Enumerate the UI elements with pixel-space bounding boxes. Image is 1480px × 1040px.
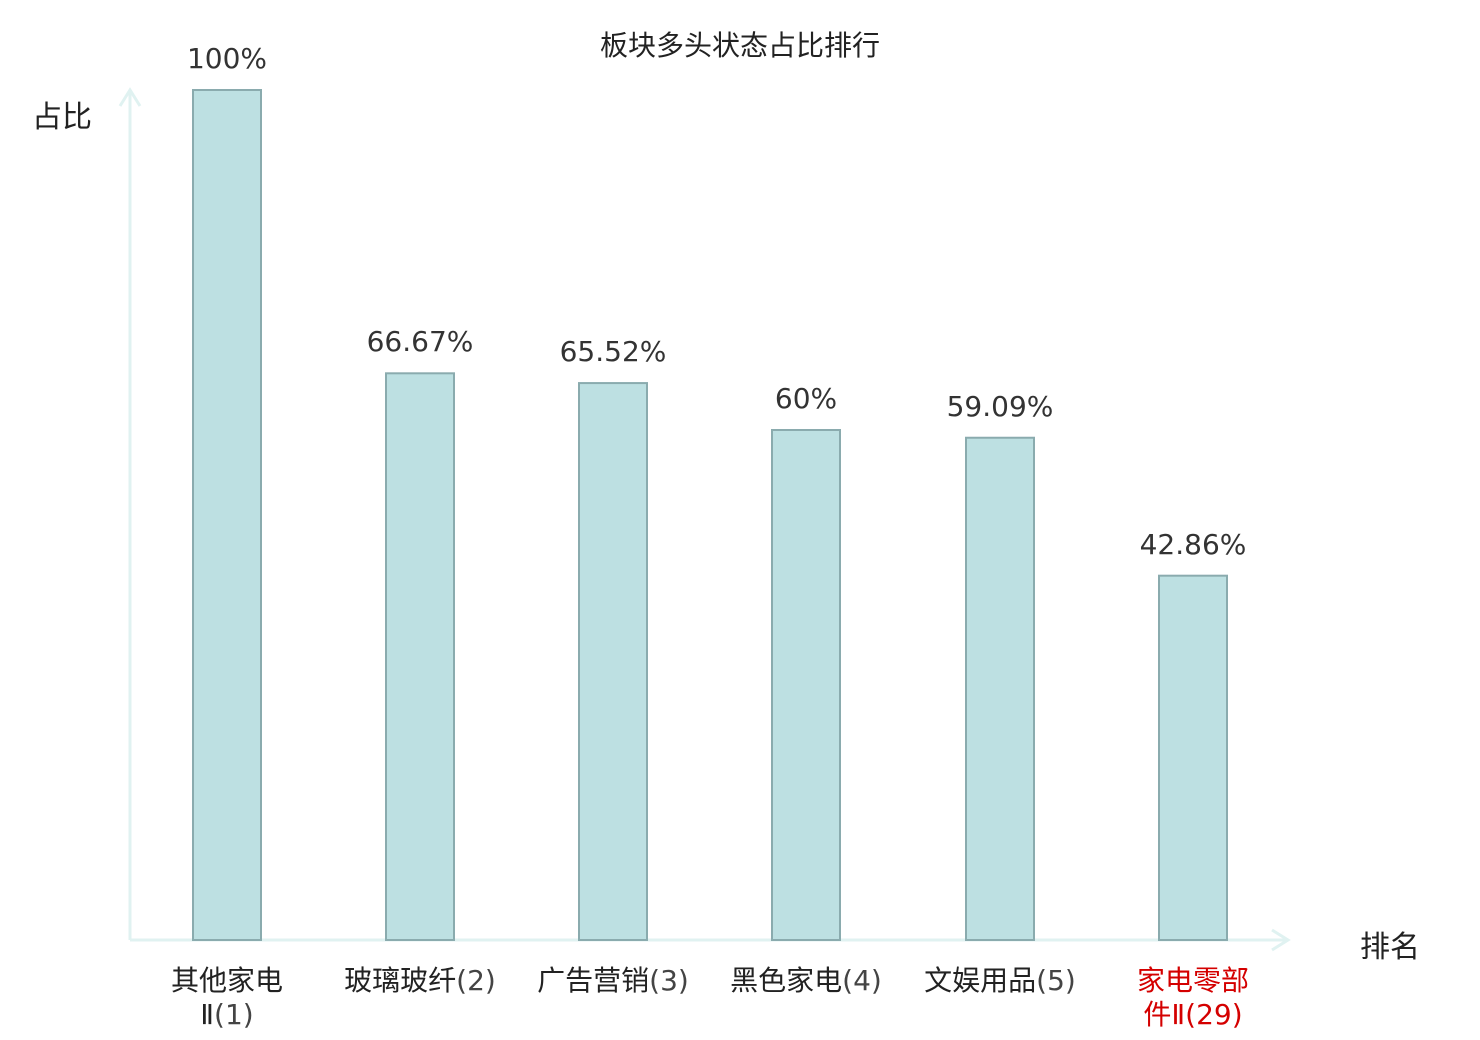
bar [578, 382, 648, 941]
bar [1158, 574, 1228, 941]
x-axis-label: 排名 [1360, 930, 1420, 965]
category-label: 家电零部 件Ⅱ(29) [1136, 964, 1249, 1031]
bar [192, 89, 262, 941]
bar-value-label: 60% [774, 382, 838, 415]
bar-value-label: 59.09% [946, 389, 1054, 423]
bar [385, 372, 455, 941]
category-label: 文娱用品(5) [924, 964, 1076, 997]
bar [965, 436, 1035, 941]
category-label: 黑色家电(4) [730, 964, 882, 997]
bar-value-label: 65.52% [559, 335, 667, 369]
bar-value-label: 66.67% [366, 325, 474, 359]
x-axis-arrow [1271, 928, 1291, 952]
category-label: 玻璃玻纤(2) [344, 964, 496, 997]
chart-title: 板块多头状态占比排行 [599, 29, 880, 62]
bar-value-label: 42.86% [1139, 527, 1247, 561]
bar-value-label: 100% [186, 42, 268, 75]
category-label: 广告营销(3) [537, 964, 689, 997]
category-label: 其他家电 Ⅱ(1) [170, 964, 283, 1031]
bar [771, 429, 841, 941]
y-axis-label: 占比 [32, 100, 92, 135]
y-axis-arrow [118, 87, 142, 107]
